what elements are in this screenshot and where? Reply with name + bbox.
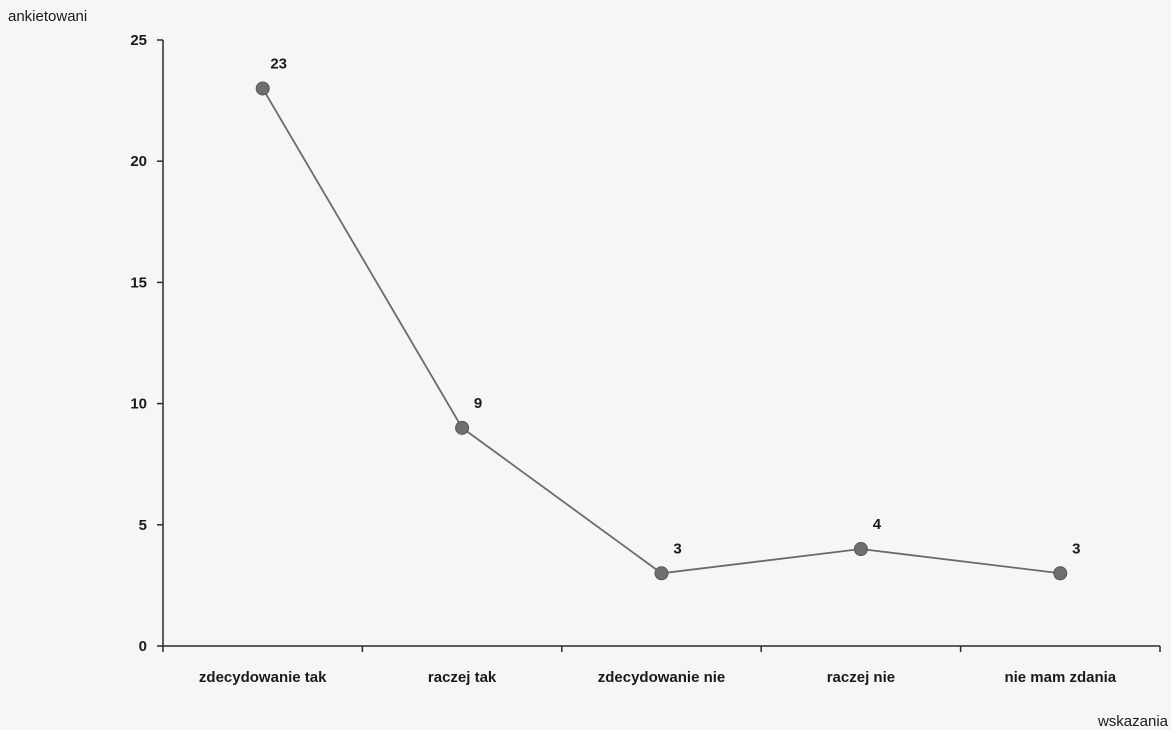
data-label: 3 <box>1072 540 1080 557</box>
data-label: 9 <box>474 395 482 412</box>
x-ticks: zdecydowanie tak raczej tak zdecydowanie n… <box>162 646 1161 686</box>
y-tick-label: 15 <box>130 274 147 291</box>
x-tick-label: raczej tak <box>428 669 497 686</box>
x-tick-label: nie mam zdania <box>1004 669 1116 686</box>
data-point <box>654 566 669 581</box>
data-point <box>455 420 470 435</box>
data-point <box>255 81 270 96</box>
data-point <box>1053 566 1068 581</box>
x-tick-label: zdecydowanie nie <box>598 669 726 686</box>
y-axis-label: ankietowani <box>8 8 88 25</box>
x-tick-label: raczej nie <box>827 669 895 686</box>
series-line <box>261 88 1061 575</box>
y-tick-label: 20 <box>130 153 147 170</box>
data-label: 23 <box>270 55 287 72</box>
series <box>255 81 1068 581</box>
data-label: 3 <box>673 540 681 557</box>
y-tick-label: 25 <box>130 32 147 49</box>
data-point <box>853 542 868 557</box>
y-tick-label: 0 <box>139 638 147 655</box>
y-tick-label: 5 <box>139 517 147 534</box>
data-label: 4 <box>873 516 882 533</box>
y-ticks: 0 5 10 15 20 25 <box>130 32 163 655</box>
y-tick-label: 10 <box>130 396 147 413</box>
axes <box>162 40 1160 647</box>
x-tick-label: zdecydowanie tak <box>199 669 327 686</box>
data-labels: 23 9 3 4 3 <box>270 55 1080 557</box>
x-axis-label: wskazania <box>1097 713 1168 730</box>
